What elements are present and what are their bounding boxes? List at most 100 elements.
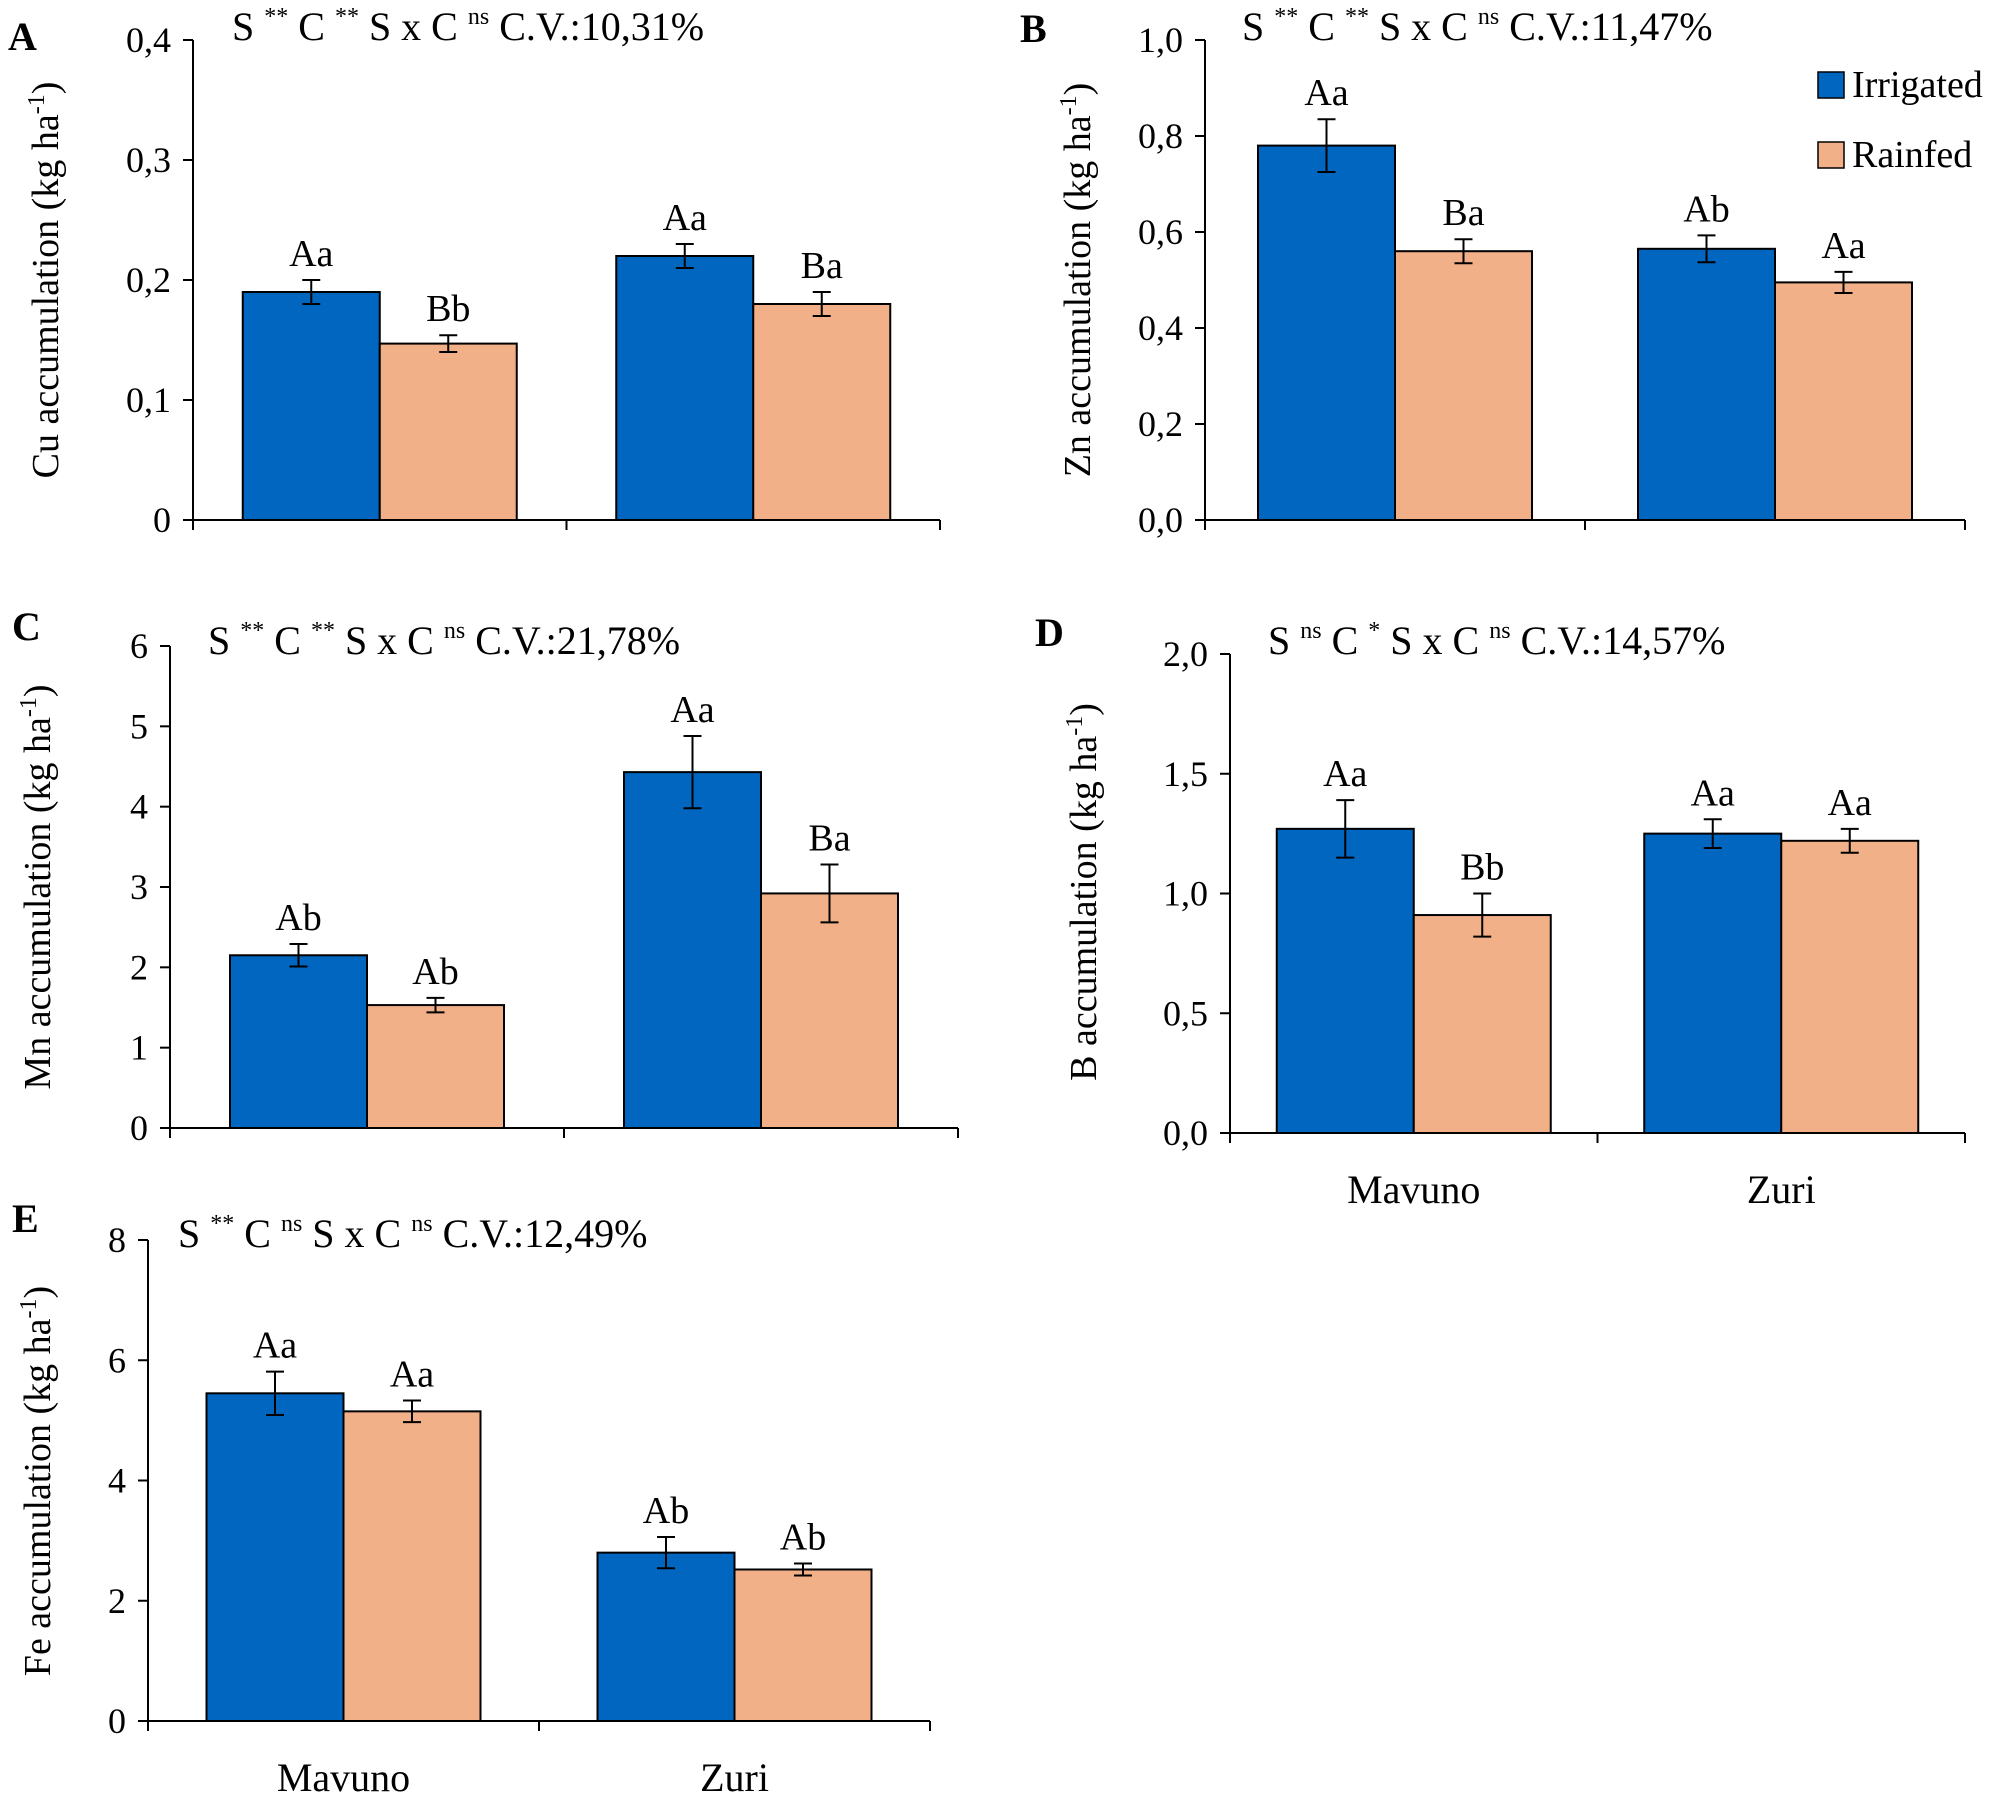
- y-tick-label: 6: [108, 1340, 126, 1380]
- y-tick-label: 0,6: [1138, 212, 1183, 252]
- significance-letter: Aa: [1323, 753, 1367, 795]
- legend-label-irrigated: Irrigated: [1852, 64, 1983, 106]
- stats-significance: **: [1345, 4, 1369, 30]
- stats-text: [401, 1211, 411, 1256]
- stats-text: [271, 1211, 281, 1256]
- y-axis-title-sup: -1: [1062, 716, 1088, 736]
- bar-rainfed-mavuno: [1412, 914, 1552, 1134]
- y-tick-label: 0,2: [1138, 404, 1183, 444]
- y-axis-title-end: ): [1063, 703, 1105, 716]
- significance-letter: Ab: [275, 897, 321, 939]
- stats-significance: ns: [1478, 4, 1499, 30]
- stats-significance: **: [335, 4, 359, 30]
- bar-rainfed-mavuno: [366, 1004, 505, 1130]
- y-tick-label: 1,0: [1138, 20, 1183, 60]
- stats-line: S ** C ns S x C ns C.V.:12,49%: [178, 1211, 647, 1256]
- stats-text: C.V.:21,78%: [465, 618, 680, 663]
- y-axis-title: Zn accumulation (kg ha-1): [1056, 83, 1099, 478]
- stats-text: C: [288, 4, 325, 49]
- stats-text: C.V.:11,47%: [1499, 4, 1712, 49]
- legend-label-rainfed: Rainfed: [1852, 134, 1972, 176]
- y-axis-title-sup: -1: [16, 1298, 42, 1318]
- significance-letter: Aa: [1828, 782, 1872, 824]
- bar-irrigated-zuri: [596, 1551, 736, 1723]
- bar-irrigated-mavuno: [229, 954, 368, 1129]
- stats-significance: **: [240, 618, 264, 644]
- bar-irrigated-zuri: [1637, 247, 1776, 522]
- legend: Irrigated Rainfed: [1817, 64, 1983, 176]
- y-axis-title-sup: -1: [24, 94, 50, 114]
- stats-text: S x C: [1369, 4, 1468, 49]
- y-tick-label: 4: [108, 1461, 126, 1501]
- stats-significance: ns: [1300, 618, 1321, 644]
- y-tick-label: 2: [108, 1581, 126, 1621]
- y-tick-label: 6: [130, 626, 148, 666]
- y-axis-title: Cu accumulation (kg ha-1): [24, 82, 67, 479]
- stats-text: S x C: [1380, 618, 1479, 663]
- y-axis-title-main: B accumulation (kg ha: [1063, 736, 1105, 1081]
- significance-letter: Ab: [780, 1516, 826, 1558]
- chart-panel-a: 0 0,1 0,2 0,3 0,4 Cu accumulation (kg ha-1) A S…: [8, 4, 941, 540]
- bar-irrigated-mavuno: [205, 1392, 345, 1722]
- stats-significance: ns: [468, 4, 489, 30]
- stats-text: C: [1298, 4, 1335, 49]
- bar-rainfed-zuri: [752, 303, 892, 521]
- stats-text: S: [178, 1211, 200, 1256]
- bar-rainfed-zuri: [1774, 281, 1913, 521]
- category-label: Zuri: [1747, 1167, 1816, 1212]
- panel-letter: A: [8, 14, 37, 59]
- chart-panel-b: 0,0 0,2 0,4 0,6 0,8 1,0 Zn accumulation (kg ha…: [1020, 4, 1966, 540]
- significance-letter: Ab: [1683, 188, 1729, 230]
- y-tick-label: 0,3: [126, 140, 171, 180]
- y-tick-label: 4: [130, 787, 148, 827]
- stats-significance: **: [1274, 4, 1298, 30]
- y-tick-label: 0: [130, 1108, 148, 1148]
- stats-significance: ns: [444, 618, 465, 644]
- stats-text: [325, 4, 335, 49]
- stats-significance: ns: [411, 1211, 432, 1237]
- legend-swatch-rainfed: [1817, 141, 1845, 169]
- significance-letter: Aa: [253, 1325, 297, 1367]
- chart-panel-d: 0,0 0,5 1,0 1,5 2,0 B accumulation (kg ha-1) D…: [1035, 610, 1966, 1212]
- category-label: Mavuno: [277, 1755, 410, 1794]
- stats-significance: ns: [281, 1211, 302, 1237]
- category-label: Zuri: [700, 1755, 769, 1794]
- y-tick-label: 0,1: [126, 380, 171, 420]
- y-axis-title-end: ): [17, 684, 59, 697]
- stats-text: S: [232, 4, 254, 49]
- bar-rainfed-zuri: [1780, 839, 1920, 1134]
- stats-text: [254, 4, 264, 49]
- y-axis-title-main: Mn accumulation (kg ha: [17, 717, 59, 1090]
- y-tick-label: 0,4: [126, 20, 171, 60]
- stats-significance: **: [210, 1211, 234, 1237]
- bar-irrigated-mavuno: [1257, 144, 1396, 521]
- significance-letter: Aa: [670, 689, 714, 731]
- bar-rainfed-zuri: [733, 1568, 873, 1722]
- panel-letter: C: [12, 604, 41, 649]
- stats-text: C: [1322, 618, 1359, 663]
- stats-text: [1479, 618, 1489, 663]
- stats-significance: **: [264, 4, 288, 30]
- y-axis-title-main: Cu accumulation (kg ha: [25, 114, 67, 478]
- bar-irrigated-zuri: [1643, 832, 1783, 1134]
- stats-line: S ** C ** S x C ns C.V.:10,31%: [232, 4, 704, 49]
- y-axis-title-main: Zn accumulation (kg ha: [1057, 115, 1099, 477]
- y-axis-title-end: ): [25, 82, 67, 95]
- stats-text: [434, 618, 444, 663]
- bar-rainfed-zuri: [760, 892, 899, 1130]
- stats-line: S ** C ** S x C ns C.V.:11,47%: [1242, 4, 1713, 49]
- significance-letter: Bb: [1460, 847, 1504, 889]
- y-tick-label: 8: [108, 1220, 126, 1260]
- y-tick-label: 0,5: [1163, 993, 1208, 1033]
- stats-text: S: [1268, 618, 1290, 663]
- significance-letter: Aa: [1821, 225, 1865, 267]
- panel-letter: D: [1035, 610, 1064, 655]
- significance-letter: Aa: [1691, 772, 1735, 814]
- stats-text: S: [1242, 4, 1264, 49]
- stats-text: C: [234, 1211, 271, 1256]
- y-axis-title-end: ): [1057, 83, 1099, 96]
- stats-text: C.V.:12,49%: [433, 1211, 648, 1256]
- stats-text: [1335, 4, 1345, 49]
- y-tick-label: 0: [153, 500, 171, 540]
- stats-text: [1358, 618, 1368, 663]
